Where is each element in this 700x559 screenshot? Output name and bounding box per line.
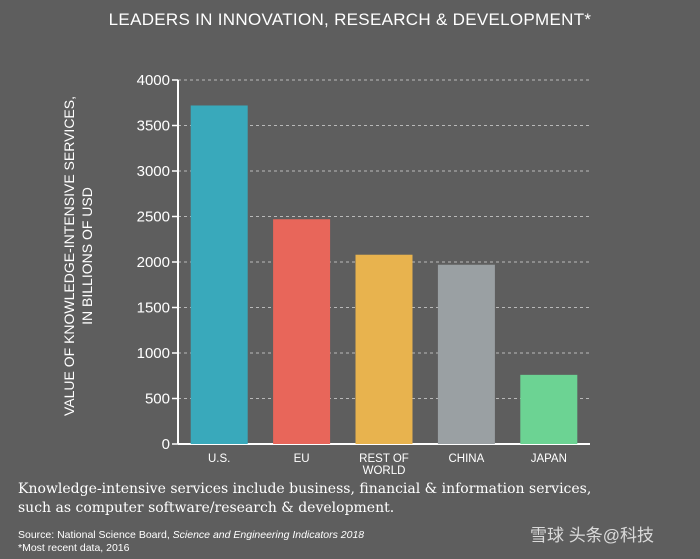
watermark: 雪球 头条@科技	[530, 526, 654, 545]
chart-title: LEADERS IN INNOVATION, RESEARCH & DEVELO…	[108, 10, 592, 29]
y-tick-label: 4000	[137, 72, 170, 89]
footnote: *Most recent data, 2016	[18, 542, 130, 554]
x-tick-label: EU	[294, 453, 310, 465]
source-prefix: Source: National Science Board,	[18, 529, 173, 541]
x-tick-label: CHINA	[449, 453, 485, 465]
source-note: Source: National Science Board, Science …	[18, 529, 364, 555]
bar-japan	[520, 374, 578, 444]
y-tick-label: 1000	[137, 345, 170, 362]
y-tick-label: 2500	[137, 209, 170, 226]
bar-u-s	[190, 105, 248, 444]
x-tick-label: U.S.	[208, 453, 230, 465]
description-line2: such as computer software/research & dev…	[18, 500, 395, 516]
bar-china	[437, 264, 495, 444]
bar-chart: 0 500 1000 1500 2000 2500 3000 3500 4000 U.S. EU RE…	[137, 72, 590, 477]
source-line: Source: National Science Board, Science …	[18, 529, 364, 542]
description-line1: Knowledge-intensive services include bus…	[18, 481, 592, 497]
y-tick-label: 2000	[137, 254, 170, 271]
bar-rest-of-world	[355, 254, 413, 444]
y-tick-label: 3500	[137, 118, 170, 135]
x-tick-label: REST OF	[359, 453, 409, 465]
x-tick-label: JAPAN	[531, 453, 567, 465]
y-tick-label: 500	[145, 391, 170, 408]
x-tick-label: WORLD	[363, 465, 406, 477]
y-tick-label: 1500	[137, 300, 170, 317]
source-title: Science and Engineering Indicators 2018	[172, 529, 365, 541]
description: Knowledge-intensive services include bus…	[18, 480, 688, 518]
y-tick-label: 0	[162, 436, 170, 453]
y-tick-label: 3000	[137, 163, 170, 180]
bar-eu	[273, 219, 331, 444]
